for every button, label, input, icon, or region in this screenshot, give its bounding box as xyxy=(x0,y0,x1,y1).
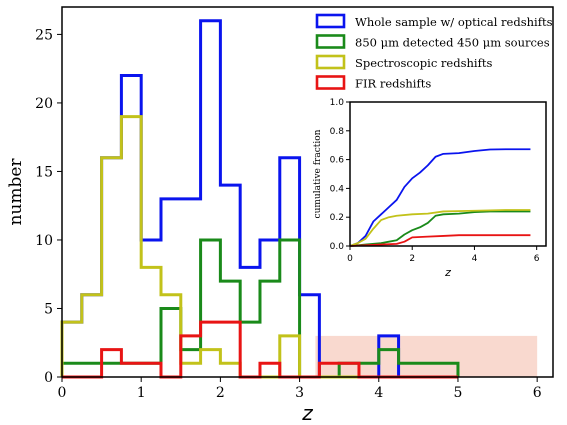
inset-background xyxy=(350,102,546,246)
inset-x-tick-label: 2 xyxy=(409,254,415,264)
inset-y-axis-label: cumulative fraction xyxy=(313,129,323,218)
x-tick-label: 5 xyxy=(454,385,463,401)
inset-x-tick-label: 4 xyxy=(472,254,478,264)
shaded-region xyxy=(315,335,538,377)
y-tick-label: 15 xyxy=(35,164,53,180)
inset-y-tick-label: 0.8 xyxy=(330,127,345,137)
inset-axes-frame xyxy=(349,101,547,247)
inset-line-0 xyxy=(349,148,531,247)
y-tick-label: 0 xyxy=(44,370,53,386)
legend-label: 850 μm detected 450 μm sources xyxy=(355,36,550,50)
inset-y-tick-label: 0.2 xyxy=(330,213,344,223)
x-tick-label: 2 xyxy=(216,385,225,401)
main-axes-frame xyxy=(61,6,554,378)
inset-y-tick-label: 0.4 xyxy=(330,184,345,194)
y-tick-label: 25 xyxy=(35,27,53,43)
x-tick-label: 4 xyxy=(374,385,383,401)
legend: Whole sample w/ optical redshifts 850 μm … xyxy=(315,13,553,91)
y-tick-label: 5 xyxy=(44,301,53,317)
inset-y-tick-label: 0.0 xyxy=(330,242,345,252)
legend-label: Spectroscopic redshifts xyxy=(355,56,492,70)
inset-line-1 xyxy=(349,210,531,247)
inset-cumulative-plot: 0 2 4 6 0.0 0.2 0.4 0.6 0.8 1.0 z cumulative fracti… xyxy=(313,98,547,279)
y-tick-label: 20 xyxy=(35,96,53,112)
legend-label: FIR redshifts xyxy=(355,77,431,91)
inset-x-tick-label: 0 xyxy=(347,254,353,264)
legend-swatch xyxy=(315,13,346,29)
legend-swatch xyxy=(315,54,346,70)
y-tick-label: 10 xyxy=(35,233,53,249)
x-tick-label: 0 xyxy=(58,385,67,401)
inset-y-tick-label: 1.0 xyxy=(330,98,345,108)
legend-swatch xyxy=(315,34,346,49)
x-tick-label: 1 xyxy=(137,385,146,401)
inset-line-3 xyxy=(349,234,531,247)
x-tick-label: 6 xyxy=(533,385,542,401)
legend-swatch xyxy=(315,75,346,90)
x-axis-label: z xyxy=(301,401,313,425)
legend-label: Whole sample w/ optical redshifts xyxy=(355,15,553,29)
inset-line-2 xyxy=(349,209,531,247)
inset-x-axis-label: z xyxy=(444,266,451,279)
inset-x-tick-label: 6 xyxy=(534,254,540,264)
y-axis-label: number xyxy=(6,158,26,226)
x-tick-label: 3 xyxy=(295,385,304,401)
inset-y-tick-label: 0.6 xyxy=(330,156,345,166)
